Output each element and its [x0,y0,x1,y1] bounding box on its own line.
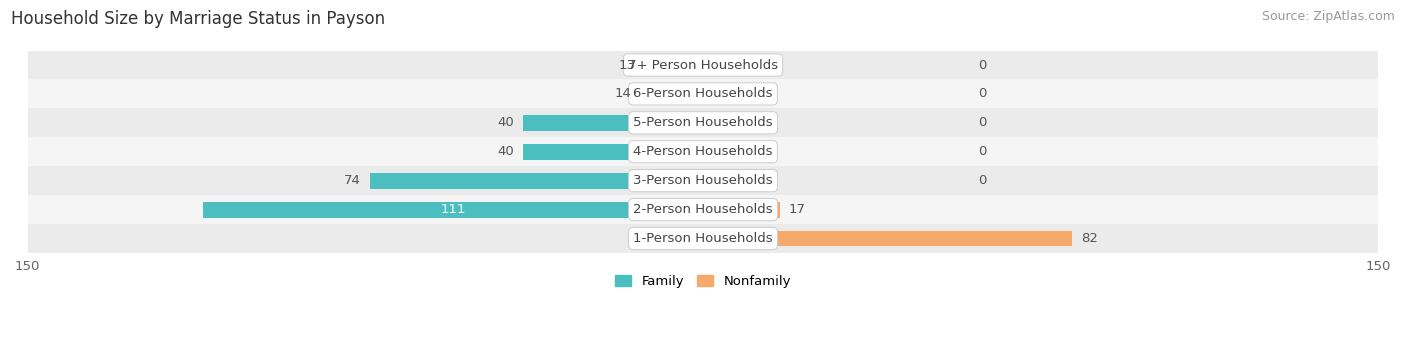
Bar [28,137,1378,166]
Text: 3-Person Households: 3-Person Households [633,174,773,187]
Text: 0: 0 [977,174,986,187]
Text: 40: 40 [498,116,515,129]
Bar [703,231,1073,247]
Text: 2-Person Households: 2-Person Households [633,203,773,216]
Text: 0: 0 [977,59,986,72]
Text: 0: 0 [977,87,986,100]
Bar [644,57,703,73]
Bar [703,202,779,218]
Text: Household Size by Marriage Status in Payson: Household Size by Marriage Status in Pay… [11,10,385,28]
Bar [523,115,703,131]
Bar [28,166,1378,195]
Text: 40: 40 [498,145,515,158]
Text: 4-Person Households: 4-Person Households [633,145,773,158]
Bar [28,108,1378,137]
Text: 13: 13 [619,59,636,72]
Text: 1-Person Households: 1-Person Households [633,232,773,245]
Bar [28,224,1378,253]
Text: 7+ Person Households: 7+ Person Households [628,59,778,72]
Bar [204,202,703,218]
Text: 82: 82 [1081,232,1098,245]
Bar [28,79,1378,108]
Text: 14: 14 [614,87,631,100]
Bar [28,50,1378,79]
Legend: Family, Nonfamily: Family, Nonfamily [610,269,796,293]
Text: 74: 74 [344,174,361,187]
Bar [370,173,703,189]
Bar [28,195,1378,224]
Bar [640,86,703,102]
Text: 0: 0 [977,145,986,158]
Bar [523,144,703,160]
Text: Source: ZipAtlas.com: Source: ZipAtlas.com [1261,10,1395,23]
Text: 5-Person Households: 5-Person Households [633,116,773,129]
Text: 17: 17 [789,203,806,216]
Text: 0: 0 [977,116,986,129]
Text: 111: 111 [440,203,465,216]
Text: 6-Person Households: 6-Person Households [633,87,773,100]
